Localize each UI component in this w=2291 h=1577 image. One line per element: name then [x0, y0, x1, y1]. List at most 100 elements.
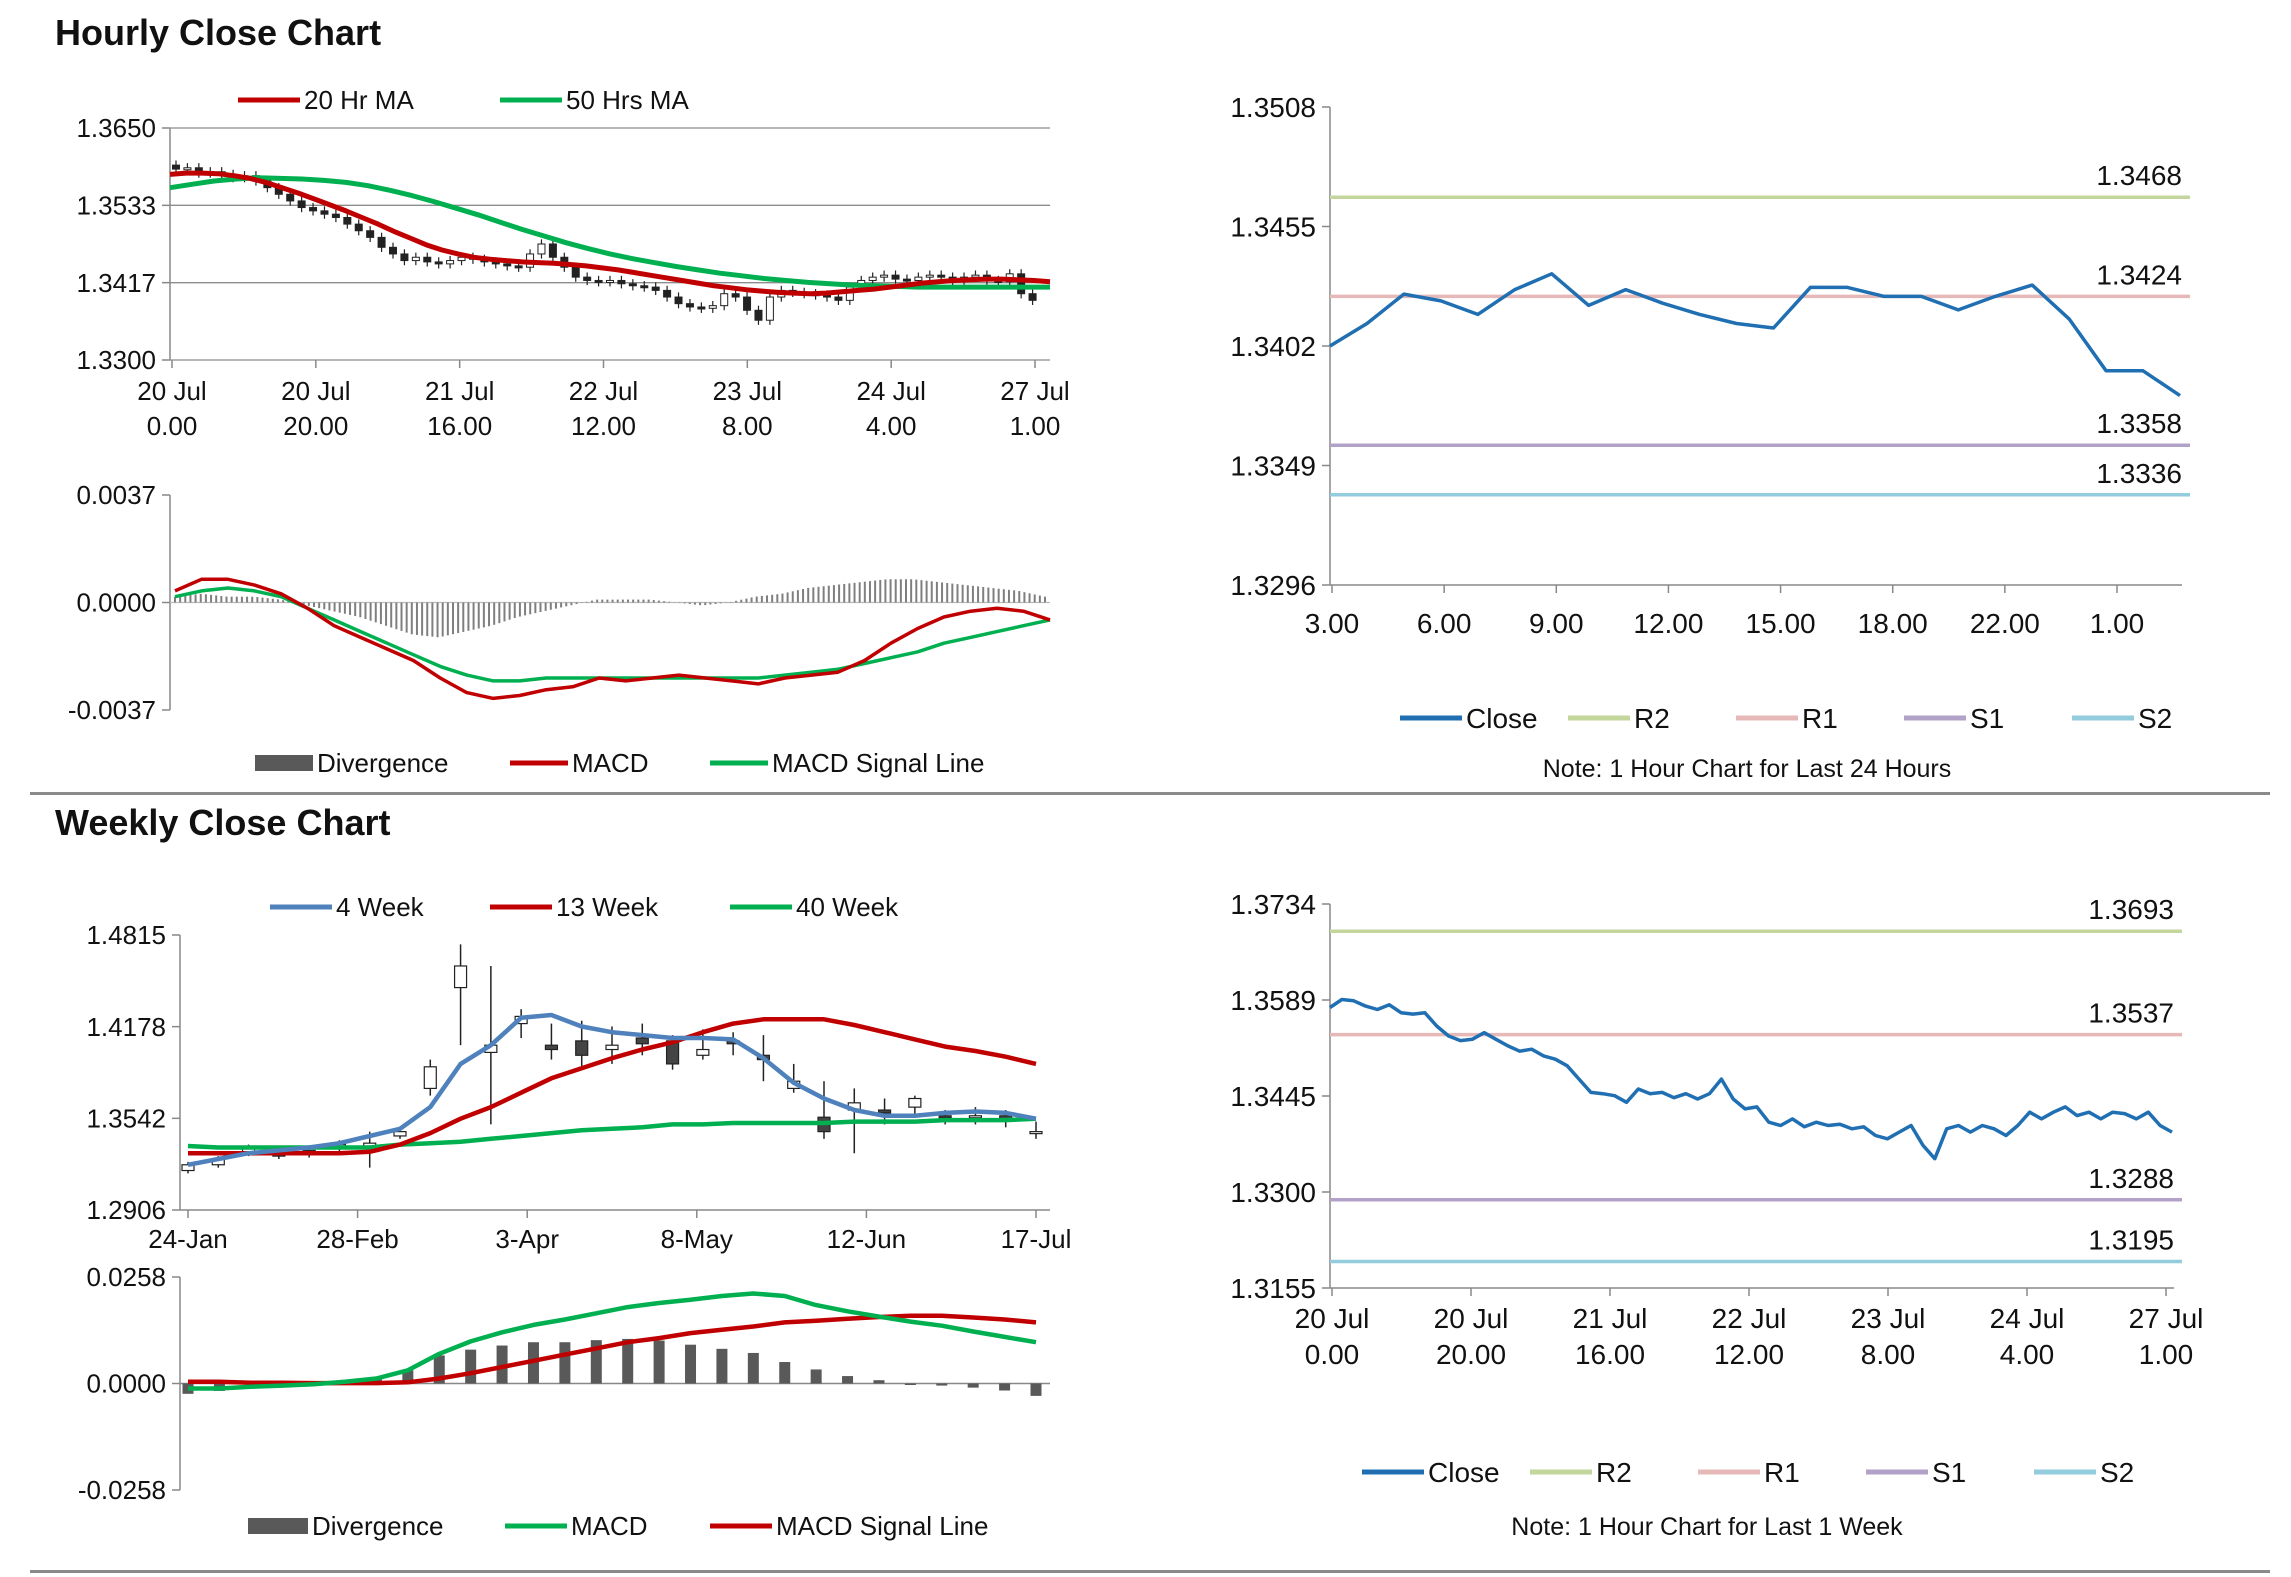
hourly-candle-body — [354, 223, 363, 232]
hourly-candle-body — [697, 306, 706, 310]
weekly-close-level-s1-label: 1.3288 — [2088, 1163, 2174, 1194]
weekly-macd-ytick-label: 0.0258 — [86, 1262, 166, 1292]
hourly-price-ytick-label: 1.3533 — [76, 190, 156, 220]
hourly-close-level-r1-label: 1.3424 — [2096, 259, 2182, 290]
hourly-close-xtick-label: 22.00 — [1970, 608, 2040, 639]
weekly-close-xtick-date: 23 Jul — [1851, 1303, 1926, 1334]
hourly-close-level-s2-label: 1.3336 — [2096, 458, 2182, 489]
weekly-close-xtick-time: 8.00 — [1861, 1339, 1916, 1370]
weekly-candle-body — [423, 1066, 437, 1090]
hourly-candle-body — [571, 266, 580, 278]
hourly-candle-body — [685, 303, 694, 308]
weekly-close-legend-label: Close — [1428, 1457, 1500, 1488]
weekly-close-xtick-date: 20 Jul — [1295, 1303, 1370, 1334]
hourly-candle-body — [651, 286, 660, 291]
hourly-price-ytick-label: 1.3650 — [76, 113, 156, 143]
weekly-40w-line — [187, 1116, 1037, 1150]
hourly-price-xtick-time: 0.00 — [147, 411, 198, 441]
hourly-candle-body — [925, 274, 934, 278]
hourly-candle-body — [628, 283, 637, 287]
hourly-candle-body — [971, 274, 980, 278]
hourly-price-xtick-date: 20 Jul — [137, 376, 206, 406]
hourly-candle-body — [1017, 273, 1026, 295]
weekly-close-level-r1-label: 1.3537 — [2088, 998, 2174, 1029]
weekly-divergence-bar — [622, 1338, 634, 1384]
hourly-candle-body — [514, 265, 523, 269]
hourly-candle-body — [286, 193, 295, 202]
weekly-close-legend-label: R1 — [1764, 1457, 1800, 1488]
hourly-close-ytick-label: 1.3349 — [1230, 450, 1316, 481]
hourly-candle-body — [423, 256, 432, 263]
weekly-price-xtick-label: 3-Apr — [495, 1224, 559, 1254]
hourly-candle-body — [663, 289, 672, 298]
weekly-price-xtick-label: 17-Jul — [1001, 1224, 1072, 1254]
weekly-divergence-bar — [779, 1362, 791, 1384]
weekly-candle-body — [877, 1109, 892, 1114]
weekly-candle-body — [575, 1040, 589, 1056]
hourly-candle-body — [674, 296, 683, 305]
weekly-close-xtick-date: 24 Jul — [1990, 1303, 2065, 1334]
weekly-price-legend-label: 40 Week — [796, 892, 899, 922]
weekly-price-ytick-label: 1.2906 — [86, 1195, 166, 1225]
weekly-candle-body — [1029, 1131, 1043, 1135]
hourly-close-level-s1-label: 1.3358 — [2096, 408, 2182, 439]
hourly-close-xtick-label: 15.00 — [1746, 608, 1816, 639]
weekly-macd-ytick-label: -0.0258 — [78, 1475, 166, 1505]
weekly-divergence-bar — [402, 1370, 414, 1384]
hourly-section-title: Hourly Close Chart — [55, 12, 382, 53]
weekly-price-ytick-label: 1.4815 — [86, 920, 166, 950]
hourly-price-xtick-date: 23 Jul — [713, 376, 782, 406]
hourly-price-xtick-time: 16.00 — [427, 411, 492, 441]
weekly-13w-line — [188, 1017, 1037, 1156]
weekly-divergence-bar — [496, 1345, 508, 1384]
hourly-candle-body — [743, 296, 752, 311]
hourly-candle-body — [377, 236, 386, 248]
weekly-divergence-bar — [1030, 1383, 1042, 1396]
weekly-close-xtick-date: 21 Jul — [1573, 1303, 1648, 1334]
weekly-divergence-bar — [904, 1383, 916, 1385]
weekly-price-chart: 4 Week 13 Week 40 Week 1.4815 1.4178 1.3542 1.… — [86, 892, 1072, 1254]
weekly-close-close-line — [1329, 997, 2173, 1161]
hourly-price-xtick-time: 8.00 — [722, 411, 773, 441]
hourly-candle-body — [708, 305, 717, 309]
bottom-divider — [30, 1570, 2270, 1573]
hourly-close-xtick-label: 3.00 — [1305, 608, 1360, 639]
weekly-divergence-bar — [747, 1352, 759, 1384]
weekly-divergence-bar — [999, 1383, 1011, 1391]
hourly-candle-body — [834, 296, 843, 301]
hourly-macd-line — [174, 577, 1051, 701]
hourly-candle-body — [583, 276, 592, 281]
weekly-close-xtick-time: 4.00 — [2000, 1339, 2055, 1370]
hourly-price-xtick-date: 21 Jul — [425, 376, 494, 406]
hourly-candle-body — [594, 279, 603, 283]
weekly-candle-body — [968, 1115, 983, 1119]
weekly-macd-line — [188, 1291, 1037, 1391]
weekly-close-xtick-date: 20 Jul — [1434, 1303, 1509, 1334]
hourly-close-xtick-label: 6.00 — [1417, 608, 1472, 639]
hourly-candle-body — [446, 260, 455, 265]
weekly-candle-body — [635, 1037, 649, 1045]
hourly-candle-body — [320, 210, 329, 215]
hourly-close-ytick-label: 1.3508 — [1230, 92, 1316, 123]
hourly-candle-body — [868, 276, 877, 281]
weekly-candle-body — [696, 1048, 710, 1056]
weekly-divergence-bar — [559, 1342, 571, 1384]
weekly-close-chart: 1.3734 1.3589 1.3445 1.3300 1.3155 1.3693 1.35… — [1230, 889, 2203, 1541]
weekly-section-title: Weekly Close Chart — [55, 802, 391, 843]
weekly-price-xtick-label: 12-Jun — [827, 1224, 907, 1254]
weekly-macd-legend-swatch — [248, 1518, 308, 1534]
hourly-candle-body — [902, 278, 911, 282]
hourly-candle-body — [606, 279, 614, 283]
hourly-candle-body — [640, 285, 649, 289]
hourly-candle-body — [1028, 293, 1037, 301]
weekly-macd-legend-label: MACD Signal Line — [776, 1511, 988, 1541]
weekly-candle-body — [544, 1044, 559, 1051]
hourly-price-xtick-time: 20.00 — [283, 411, 348, 441]
hourly-candle-body — [457, 256, 466, 262]
weekly-divergence-bar — [685, 1344, 697, 1384]
hourly-close-note: Note: 1 Hour Chart for Last 24 Hours — [1543, 755, 1952, 783]
hourly-close-xtick-label: 18.00 — [1858, 608, 1928, 639]
hourly-macd-ytick-label: 0.0000 — [76, 588, 156, 618]
weekly-candle-body — [605, 1044, 619, 1051]
weekly-close-legend-label: S1 — [1932, 1457, 1966, 1488]
